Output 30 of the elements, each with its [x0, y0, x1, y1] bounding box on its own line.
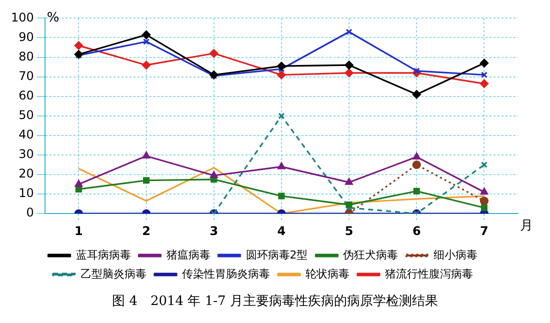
legend-label: 细小病毒 — [434, 248, 478, 262]
x-tick-label: 4 — [277, 224, 286, 238]
y-tick-label: 10 — [18, 186, 34, 200]
x-axis-title: 月 — [520, 218, 533, 234]
y-tick-label: 20 — [18, 166, 34, 181]
x-tick-label: 1 — [74, 224, 83, 238]
y-tick-label: 50 — [18, 108, 34, 122]
x-tick-label: 6 — [412, 224, 421, 238]
y-tick-label: 100 — [11, 10, 34, 24]
x-tick-label: 5 — [344, 224, 354, 238]
legend-label: 蓝耳病病毒 — [76, 248, 131, 262]
y-tick-label: 30 — [18, 147, 34, 162]
legend-label: 猪瘟病毒 — [166, 248, 210, 262]
legend-label: 伪狂犬病毒 — [343, 248, 398, 262]
y-axis-title: % — [46, 10, 60, 26]
y-tick-label: 40 — [18, 128, 34, 142]
legend-label: 圆环病毒2型 — [246, 248, 308, 262]
y-tick-label: 90 — [18, 30, 34, 44]
y-tick-label: 60 — [18, 88, 34, 102]
x-tick-label: 2 — [142, 224, 150, 238]
legend-label: 乙型脑炎病毒 — [80, 267, 146, 280]
text: 图 4 2014 年 1-7 月主要病毒性疾病的病原学检测结果 — [111, 293, 439, 310]
y-tick-label: 80 — [18, 49, 34, 64]
x-tick-label: 7 — [480, 224, 488, 238]
y-tick-label: 70 — [18, 68, 34, 83]
y-tick-label: 0 — [26, 206, 34, 220]
legend-label: 传染性胃肠炎病毒 — [182, 267, 270, 280]
legend-label: 轮状病毒 — [306, 267, 350, 280]
legend-label: 猪流行性腹泻病毒 — [385, 267, 473, 280]
x-tick-label: 3 — [210, 224, 218, 238]
